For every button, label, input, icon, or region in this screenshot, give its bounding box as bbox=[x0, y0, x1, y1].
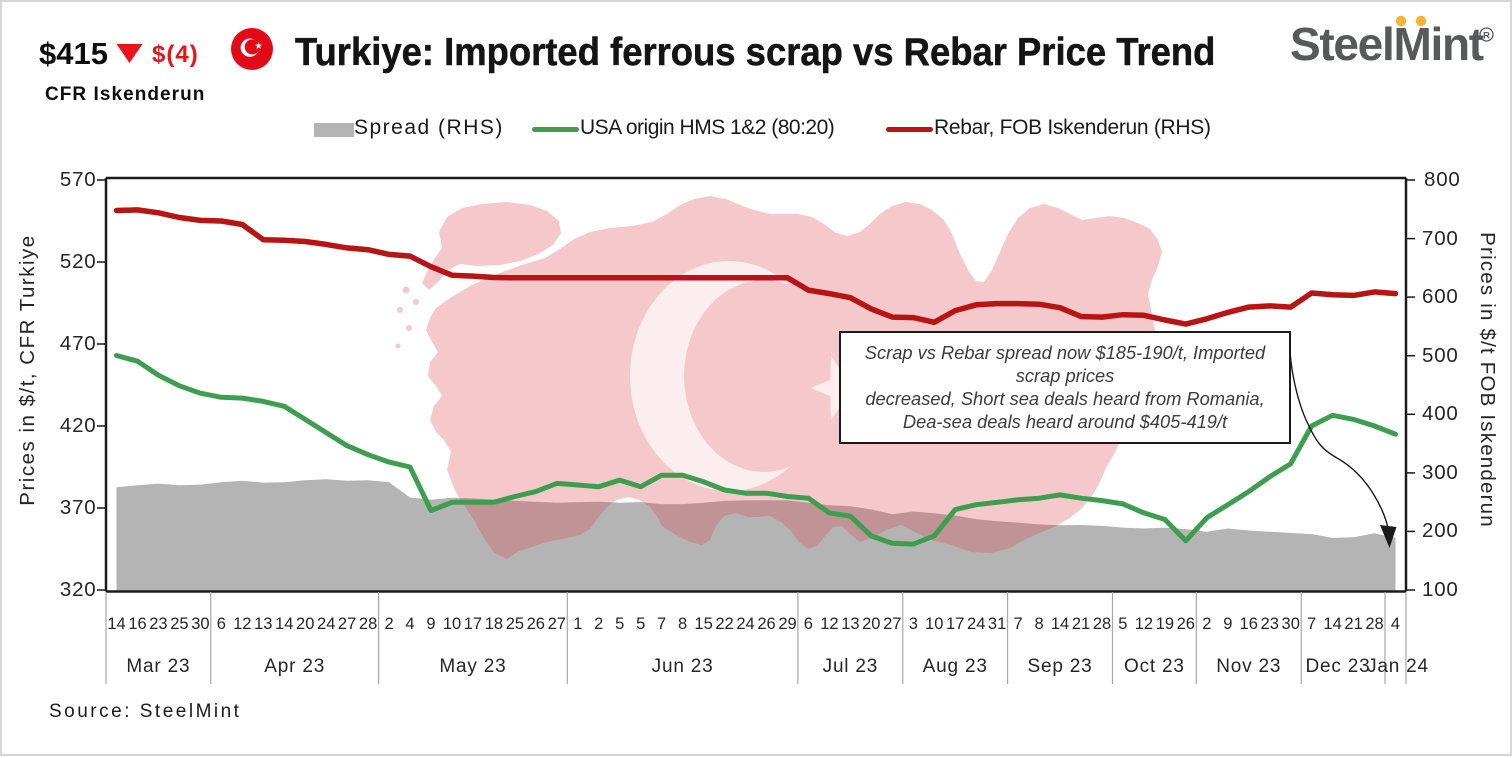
svg-text:10: 10 bbox=[925, 615, 943, 633]
svg-text:29: 29 bbox=[778, 615, 796, 633]
svg-text:6: 6 bbox=[217, 615, 226, 633]
svg-text:27: 27 bbox=[338, 615, 356, 633]
svg-text:Prices in $/t FOB Iskenderun: Prices in $/t FOB Iskenderun bbox=[1476, 232, 1499, 528]
svg-text:27: 27 bbox=[548, 615, 566, 633]
svg-text:23: 23 bbox=[149, 615, 167, 633]
svg-text:23: 23 bbox=[1261, 615, 1279, 633]
svg-text:25: 25 bbox=[506, 615, 524, 633]
svg-text:17: 17 bbox=[464, 615, 482, 633]
svg-text:320: 320 bbox=[60, 578, 97, 601]
svg-text:5: 5 bbox=[615, 615, 624, 633]
svg-text:9: 9 bbox=[1223, 615, 1232, 633]
svg-text:21: 21 bbox=[1344, 615, 1362, 633]
svg-text:16: 16 bbox=[128, 615, 146, 633]
svg-text:Scrap vs Rebar spread now $185: Scrap vs Rebar spread now $185-190/t, Im… bbox=[865, 342, 1266, 363]
svg-text:14: 14 bbox=[275, 615, 293, 633]
svg-text:14: 14 bbox=[107, 615, 125, 633]
svg-text:SteelMint: SteelMint bbox=[1290, 18, 1484, 70]
svg-text:12: 12 bbox=[233, 615, 251, 633]
svg-text:Sep 23: Sep 23 bbox=[1027, 656, 1092, 677]
svg-text:520: 520 bbox=[60, 250, 97, 273]
svg-text:scrap prices: scrap prices bbox=[1016, 365, 1115, 386]
svg-text:2: 2 bbox=[385, 615, 394, 633]
svg-text:24: 24 bbox=[967, 615, 985, 633]
svg-text:13: 13 bbox=[841, 615, 859, 633]
svg-text:12: 12 bbox=[1135, 615, 1153, 633]
svg-text:17: 17 bbox=[946, 615, 964, 633]
svg-text:30: 30 bbox=[1282, 615, 1300, 633]
svg-text:13: 13 bbox=[254, 615, 272, 633]
svg-text:Prices in $/t, CFR Turkiye: Prices in $/t, CFR Turkiye bbox=[16, 234, 39, 505]
svg-text:2: 2 bbox=[594, 615, 603, 633]
svg-text:10: 10 bbox=[443, 615, 461, 633]
svg-text:8: 8 bbox=[1035, 615, 1044, 633]
svg-text:6: 6 bbox=[804, 615, 813, 633]
svg-text:R: R bbox=[1483, 31, 1490, 42]
svg-text:May 23: May 23 bbox=[439, 656, 506, 677]
svg-text:200: 200 bbox=[1422, 519, 1459, 542]
svg-text:8: 8 bbox=[678, 615, 687, 633]
svg-text:decreased, Short sea deals hea: decreased, Short sea deals heard from Ro… bbox=[865, 388, 1264, 409]
svg-text:400: 400 bbox=[1422, 402, 1459, 425]
svg-text:14: 14 bbox=[1323, 615, 1341, 633]
svg-text:4: 4 bbox=[405, 615, 414, 633]
svg-text:470: 470 bbox=[60, 332, 97, 355]
svg-text:25: 25 bbox=[170, 615, 188, 633]
svg-text:Mar 23: Mar 23 bbox=[126, 656, 190, 677]
svg-text:31: 31 bbox=[988, 615, 1006, 633]
svg-text:9: 9 bbox=[426, 615, 435, 633]
svg-text:Oct 23: Oct 23 bbox=[1124, 656, 1185, 677]
svg-text:2: 2 bbox=[1202, 615, 1211, 633]
svg-text:Nov 23: Nov 23 bbox=[1216, 656, 1281, 677]
svg-text:800: 800 bbox=[1424, 168, 1461, 191]
svg-text:Jul 23: Jul 23 bbox=[823, 656, 879, 677]
svg-text:21: 21 bbox=[1072, 615, 1090, 633]
svg-text:15: 15 bbox=[694, 615, 712, 633]
svg-text:300: 300 bbox=[1422, 461, 1459, 484]
svg-text:24: 24 bbox=[317, 615, 335, 633]
svg-text:22: 22 bbox=[715, 615, 733, 633]
svg-text:600: 600 bbox=[1422, 285, 1459, 308]
svg-text:24: 24 bbox=[736, 615, 754, 633]
svg-text:27: 27 bbox=[883, 615, 901, 633]
svg-text:20: 20 bbox=[296, 615, 314, 633]
svg-text:3: 3 bbox=[909, 615, 918, 633]
svg-text:12: 12 bbox=[820, 615, 838, 633]
svg-text:28: 28 bbox=[1093, 615, 1111, 633]
svg-text:7: 7 bbox=[657, 615, 666, 633]
svg-text:Dec 23: Dec 23 bbox=[1305, 656, 1370, 677]
svg-text:19: 19 bbox=[1156, 615, 1174, 633]
svg-text:Aug 23: Aug 23 bbox=[923, 656, 988, 677]
svg-text:26: 26 bbox=[757, 615, 775, 633]
svg-text:4: 4 bbox=[1391, 615, 1400, 633]
svg-text:5: 5 bbox=[1118, 615, 1127, 633]
svg-text:26: 26 bbox=[527, 615, 545, 633]
svg-text:5: 5 bbox=[636, 615, 645, 633]
svg-text:18: 18 bbox=[485, 615, 503, 633]
svg-text:Jun 23: Jun 23 bbox=[652, 656, 714, 677]
svg-text:420: 420 bbox=[60, 414, 97, 437]
svg-text:700: 700 bbox=[1422, 227, 1459, 250]
svg-text:7: 7 bbox=[1307, 615, 1316, 633]
svg-text:1: 1 bbox=[573, 615, 582, 633]
svg-text:7: 7 bbox=[1014, 615, 1023, 633]
svg-text:370: 370 bbox=[60, 496, 97, 519]
svg-text:28: 28 bbox=[359, 615, 377, 633]
svg-text:14: 14 bbox=[1051, 615, 1069, 633]
svg-text:16: 16 bbox=[1240, 615, 1258, 633]
svg-text:30: 30 bbox=[191, 615, 209, 633]
svg-text:20: 20 bbox=[862, 615, 880, 633]
svg-text:Dea-sea deals heard around $40: Dea-sea deals heard around $405-419/t bbox=[903, 411, 1228, 432]
svg-text:570: 570 bbox=[60, 168, 97, 191]
svg-text:100: 100 bbox=[1422, 578, 1459, 601]
svg-text:Apr 23: Apr 23 bbox=[264, 656, 325, 677]
svg-text:28: 28 bbox=[1365, 615, 1383, 633]
svg-text:26: 26 bbox=[1177, 615, 1195, 633]
svg-text:500: 500 bbox=[1422, 344, 1459, 367]
svg-text:Jan 24: Jan 24 bbox=[1367, 656, 1429, 677]
